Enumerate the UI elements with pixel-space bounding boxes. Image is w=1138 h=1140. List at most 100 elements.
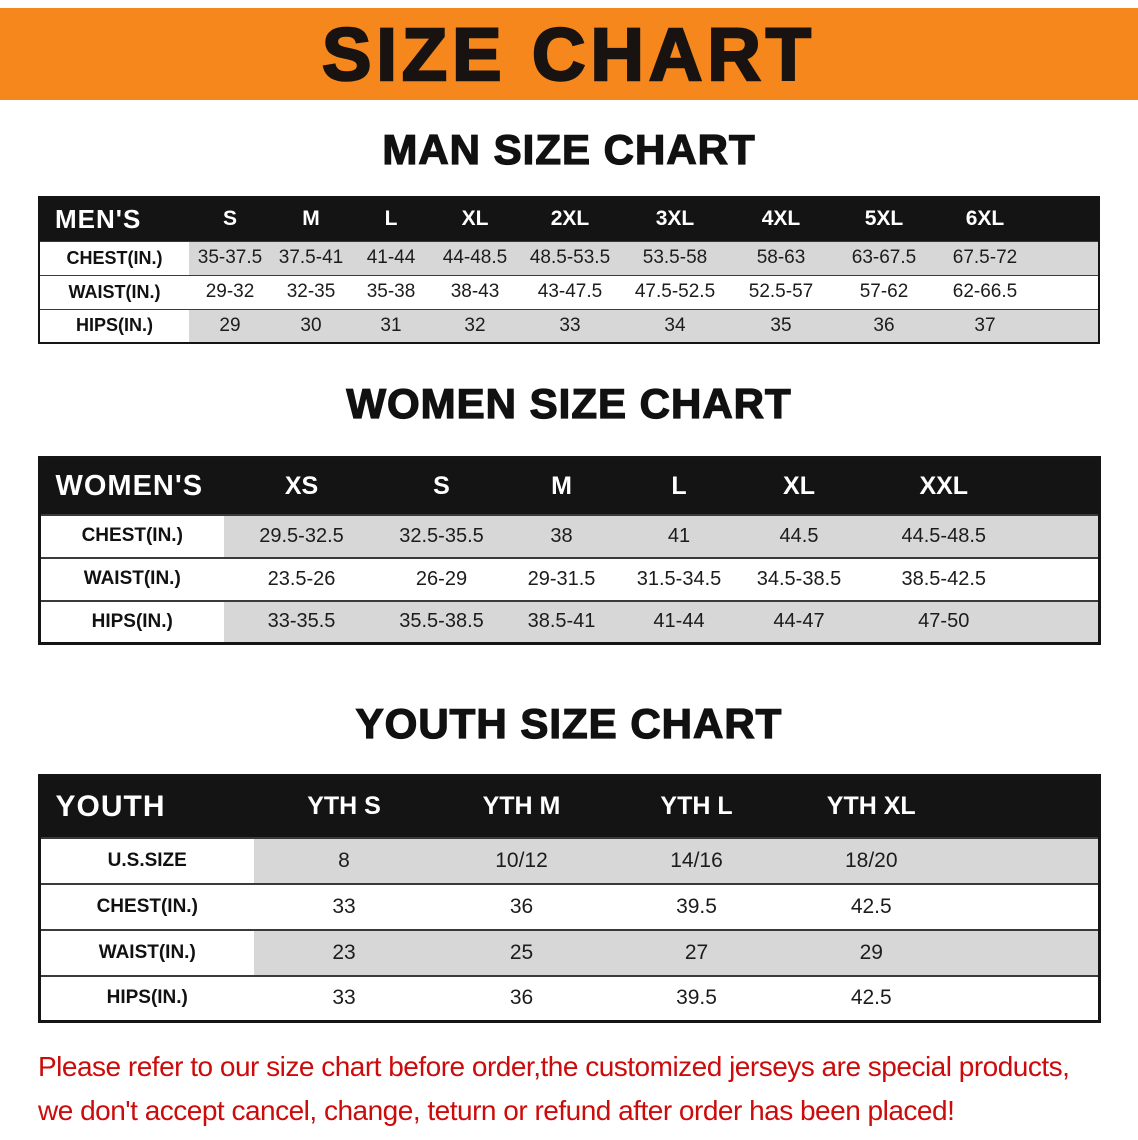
size-value-cell: 39.5 (609, 882, 784, 930)
column-header-yth-xl: YTH XL (784, 775, 1099, 838)
men-size-table: MEN'S S M L XL 2XL 3XL 4XL 5XL 6XL CHEST… (38, 196, 1100, 344)
row-label-cell: CHEST(IN.) (39, 513, 224, 558)
men-row-waist: WAIST(IN.) 29-32 32-35 35-38 38-43 43-47… (39, 274, 1099, 309)
page-title: SIZE CHART (321, 11, 816, 97)
women-table-header-row: WOMEN'S XS S M L XL XXL (39, 457, 1099, 515)
row-label-cell: HIPS(IN.) (39, 308, 189, 343)
size-value-cell: 32.5-35.5 (379, 513, 504, 558)
size-value-cell: 33-35.5 (224, 599, 379, 644)
size-chart-banner: SIZE CHART (0, 8, 1138, 100)
disclaimer-line-2: we don't accept cancel, change, teturn o… (38, 1095, 955, 1126)
column-header-yth-s: YTH S (254, 775, 434, 838)
size-value-cell: 29.5-32.5 (224, 513, 379, 558)
men-table-corner-header: MEN'S (39, 197, 189, 241)
size-value-cell: 29 (189, 308, 271, 343)
size-value-cell: 44.5-48.5 (859, 513, 1099, 558)
size-value-cell: 42.5 (784, 974, 1099, 1022)
women-size-chart-heading: WOMEN SIZE CHART (346, 379, 792, 427)
disclaimer-note: Please refer to our size chart before or… (0, 1045, 1138, 1133)
size-value-cell: 44.5 (739, 513, 859, 558)
row-label-cell: HIPS(IN.) (39, 974, 254, 1022)
column-header-l: L (619, 457, 739, 515)
size-value-cell: 62-66.5 (935, 274, 1099, 309)
row-label-cell: HIPS(IN.) (39, 599, 224, 644)
size-value-cell: 67.5-72 (935, 240, 1099, 275)
youth-table-corner-header: YOUTH (39, 775, 254, 838)
men-table-header-row: MEN'S S M L XL 2XL 3XL 4XL 5XL 6XL (39, 197, 1099, 241)
youth-row-waist: WAIST(IN.) 23 25 27 29 (39, 928, 1099, 976)
size-value-cell: 32-35 (271, 274, 351, 309)
column-header-s: S (379, 457, 504, 515)
size-value-cell: 34 (621, 308, 729, 343)
size-value-cell: 29-31.5 (504, 556, 619, 601)
size-value-cell: 32 (431, 308, 519, 343)
size-value-cell: 23 (254, 928, 434, 976)
column-header-xl: XL (739, 457, 859, 515)
row-label-cell: WAIST(IN.) (39, 274, 189, 309)
size-value-cell: 47-50 (859, 599, 1099, 644)
size-value-cell: 41-44 (619, 599, 739, 644)
size-value-cell: 10/12 (434, 836, 609, 884)
size-value-cell: 29 (784, 928, 1099, 976)
youth-row-chest: CHEST(IN.) 33 36 39.5 42.5 (39, 882, 1099, 930)
size-value-cell: 33 (519, 308, 621, 343)
size-value-cell: 23.5-26 (224, 556, 379, 601)
men-row-hips: HIPS(IN.) 29 30 31 32 33 34 35 36 37 (39, 308, 1099, 343)
size-value-cell: 48.5-53.5 (519, 240, 621, 275)
size-value-cell: 34.5-38.5 (739, 556, 859, 601)
size-value-cell: 39.5 (609, 974, 784, 1022)
size-value-cell: 37.5-41 (271, 240, 351, 275)
column-header-xs: XS (224, 457, 379, 515)
size-value-cell: 41 (619, 513, 739, 558)
column-header-3xl: 3XL (621, 197, 729, 241)
size-value-cell: 38 (504, 513, 619, 558)
size-value-cell: 53.5-58 (621, 240, 729, 275)
disclaimer-line-1: Please refer to our size chart before or… (38, 1051, 1070, 1082)
size-value-cell: 35-38 (351, 274, 431, 309)
size-value-cell: 37 (935, 308, 1099, 343)
size-value-cell: 31.5-34.5 (619, 556, 739, 601)
size-value-cell: 44-47 (739, 599, 859, 644)
size-value-cell: 63-67.5 (833, 240, 935, 275)
women-row-chest: CHEST(IN.) 29.5-32.5 32.5-35.5 38 41 44.… (39, 513, 1099, 558)
size-value-cell: 25 (434, 928, 609, 976)
column-header-xxl: XXL (859, 457, 1099, 515)
column-header-5xl: 5XL (833, 197, 935, 241)
size-value-cell: 43-47.5 (519, 274, 621, 309)
column-header-yth-m: YTH M (434, 775, 609, 838)
row-label-cell: U.S.SIZE (39, 836, 254, 884)
column-header-m: M (504, 457, 619, 515)
size-value-cell: 44-48.5 (431, 240, 519, 275)
women-size-table: WOMEN'S XS S M L XL XXL CHEST(IN.) 29.5-… (37, 456, 1101, 645)
size-value-cell: 47.5-52.5 (621, 274, 729, 309)
size-value-cell: 42.5 (784, 882, 1099, 930)
column-header-2xl: 2XL (519, 197, 621, 241)
size-value-cell: 26-29 (379, 556, 504, 601)
row-label-cell: WAIST(IN.) (39, 928, 254, 976)
youth-table-header-row: YOUTH YTH S YTH M YTH L YTH XL (39, 775, 1099, 838)
size-value-cell: 38.5-42.5 (859, 556, 1099, 601)
size-value-cell: 52.5-57 (729, 274, 833, 309)
size-value-cell: 35-37.5 (189, 240, 271, 275)
size-value-cell: 30 (271, 308, 351, 343)
column-header-s: S (189, 197, 271, 241)
size-value-cell: 31 (351, 308, 431, 343)
column-header-6xl: 6XL (935, 197, 1099, 241)
size-value-cell: 38.5-41 (504, 599, 619, 644)
column-header-xl: XL (431, 197, 519, 241)
women-row-hips: HIPS(IN.) 33-35.5 35.5-38.5 38.5-41 41-4… (39, 599, 1099, 644)
size-value-cell: 33 (254, 882, 434, 930)
youth-size-chart-heading: YOUTH SIZE CHART (355, 699, 783, 747)
women-row-waist: WAIST(IN.) 23.5-26 26-29 29-31.5 31.5-34… (39, 556, 1099, 601)
youth-row-hips: HIPS(IN.) 33 36 39.5 42.5 (39, 974, 1099, 1022)
size-value-cell: 36 (434, 974, 609, 1022)
column-header-m: M (271, 197, 351, 241)
size-value-cell: 14/16 (609, 836, 784, 884)
women-table-corner-header: WOMEN'S (39, 457, 224, 515)
column-header-l: L (351, 197, 431, 241)
man-size-chart-heading: MAN SIZE CHART (382, 125, 756, 173)
size-value-cell: 36 (833, 308, 935, 343)
size-value-cell: 8 (254, 836, 434, 884)
row-label-cell: WAIST(IN.) (39, 556, 224, 601)
column-header-4xl: 4XL (729, 197, 833, 241)
